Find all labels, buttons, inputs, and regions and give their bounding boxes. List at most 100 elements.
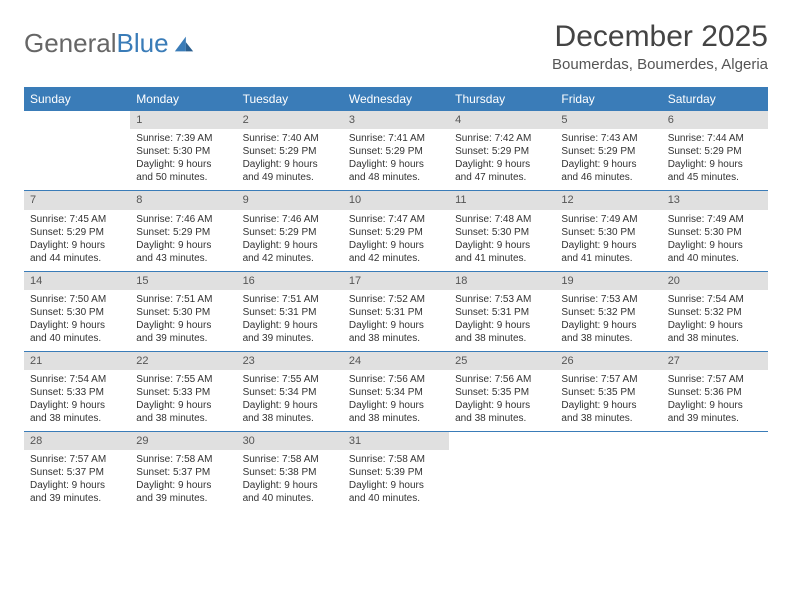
sunset-line: Sunset: 5:29 PM (30, 226, 124, 239)
daylight-line: Daylight: 9 hours and 40 minutes. (349, 479, 443, 505)
day-details: Sunrise: 7:53 AMSunset: 5:32 PMDaylight:… (555, 290, 661, 351)
day-number: 10 (343, 191, 449, 209)
day-details: Sunrise: 7:57 AMSunset: 5:36 PMDaylight:… (662, 370, 768, 431)
day-number: 27 (662, 352, 768, 370)
sunset-line: Sunset: 5:36 PM (668, 386, 762, 399)
day-cell: 8Sunrise: 7:46 AMSunset: 5:29 PMDaylight… (130, 191, 236, 270)
calendar-table: SundayMondayTuesdayWednesdayThursdayFrid… (24, 87, 768, 511)
day-details: Sunrise: 7:51 AMSunset: 5:30 PMDaylight:… (130, 290, 236, 351)
day-cell: 25Sunrise: 7:56 AMSunset: 5:35 PMDayligh… (449, 352, 555, 431)
daylight-line: Daylight: 9 hours and 38 minutes. (455, 319, 549, 345)
day-cell: 11Sunrise: 7:48 AMSunset: 5:30 PMDayligh… (449, 191, 555, 270)
day-details: Sunrise: 7:49 AMSunset: 5:30 PMDaylight:… (662, 210, 768, 271)
day-cell: 18Sunrise: 7:53 AMSunset: 5:31 PMDayligh… (449, 272, 555, 351)
week-row: 1Sunrise: 7:39 AMSunset: 5:30 PMDaylight… (24, 110, 768, 190)
day-cell: 9Sunrise: 7:46 AMSunset: 5:29 PMDaylight… (237, 191, 343, 270)
day-number: 11 (449, 191, 555, 209)
daylight-line: Daylight: 9 hours and 38 minutes. (349, 399, 443, 425)
sunrise-line: Sunrise: 7:43 AM (561, 132, 655, 145)
day-cell: 12Sunrise: 7:49 AMSunset: 5:30 PMDayligh… (555, 191, 661, 270)
sunrise-line: Sunrise: 7:52 AM (349, 293, 443, 306)
day-cell: 17Sunrise: 7:52 AMSunset: 5:31 PMDayligh… (343, 272, 449, 351)
day-cell: 15Sunrise: 7:51 AMSunset: 5:30 PMDayligh… (130, 272, 236, 351)
sunrise-line: Sunrise: 7:51 AM (243, 293, 337, 306)
daylight-line: Daylight: 9 hours and 42 minutes. (349, 239, 443, 265)
sunset-line: Sunset: 5:30 PM (561, 226, 655, 239)
day-cell: 6Sunrise: 7:44 AMSunset: 5:29 PMDaylight… (662, 111, 768, 190)
day-cell: 22Sunrise: 7:55 AMSunset: 5:33 PMDayligh… (130, 352, 236, 431)
daylight-line: Daylight: 9 hours and 47 minutes. (455, 158, 549, 184)
daylight-line: Daylight: 9 hours and 45 minutes. (668, 158, 762, 184)
day-cell: 5Sunrise: 7:43 AMSunset: 5:29 PMDaylight… (555, 111, 661, 190)
sunrise-line: Sunrise: 7:48 AM (455, 213, 549, 226)
daylight-line: Daylight: 9 hours and 38 minutes. (455, 399, 549, 425)
day-number: 26 (555, 352, 661, 370)
daylight-line: Daylight: 9 hours and 39 minutes. (668, 399, 762, 425)
day-details: Sunrise: 7:56 AMSunset: 5:35 PMDaylight:… (449, 370, 555, 431)
sunrise-line: Sunrise: 7:58 AM (136, 453, 230, 466)
day-cell (449, 432, 555, 511)
sunrise-line: Sunrise: 7:51 AM (136, 293, 230, 306)
day-number: 9 (237, 191, 343, 209)
sunrise-line: Sunrise: 7:55 AM (243, 373, 337, 386)
sunrise-line: Sunrise: 7:46 AM (136, 213, 230, 226)
daylight-line: Daylight: 9 hours and 39 minutes. (243, 319, 337, 345)
day-details: Sunrise: 7:40 AMSunset: 5:29 PMDaylight:… (237, 129, 343, 190)
daylight-line: Daylight: 9 hours and 38 minutes. (668, 319, 762, 345)
sunset-line: Sunset: 5:31 PM (455, 306, 549, 319)
day-number: 12 (555, 191, 661, 209)
daylight-line: Daylight: 9 hours and 38 minutes. (243, 399, 337, 425)
sunset-line: Sunset: 5:31 PM (349, 306, 443, 319)
week-row: 7Sunrise: 7:45 AMSunset: 5:29 PMDaylight… (24, 190, 768, 270)
sunrise-line: Sunrise: 7:57 AM (561, 373, 655, 386)
day-cell: 27Sunrise: 7:57 AMSunset: 5:36 PMDayligh… (662, 352, 768, 431)
daylight-line: Daylight: 9 hours and 38 minutes. (561, 399, 655, 425)
sunset-line: Sunset: 5:29 PM (561, 145, 655, 158)
sunset-line: Sunset: 5:32 PM (561, 306, 655, 319)
daylight-line: Daylight: 9 hours and 44 minutes. (30, 239, 124, 265)
day-cell: 4Sunrise: 7:42 AMSunset: 5:29 PMDaylight… (449, 111, 555, 190)
sunset-line: Sunset: 5:34 PM (349, 386, 443, 399)
sunrise-line: Sunrise: 7:57 AM (668, 373, 762, 386)
daylight-line: Daylight: 9 hours and 41 minutes. (455, 239, 549, 265)
day-cell: 3Sunrise: 7:41 AMSunset: 5:29 PMDaylight… (343, 111, 449, 190)
day-details: Sunrise: 7:50 AMSunset: 5:30 PMDaylight:… (24, 290, 130, 351)
day-details: Sunrise: 7:49 AMSunset: 5:30 PMDaylight:… (555, 210, 661, 271)
day-number: 23 (237, 352, 343, 370)
day-details: Sunrise: 7:53 AMSunset: 5:31 PMDaylight:… (449, 290, 555, 351)
sunrise-line: Sunrise: 7:44 AM (668, 132, 762, 145)
sunset-line: Sunset: 5:29 PM (243, 226, 337, 239)
weekday-header: Wednesday (343, 88, 449, 110)
sunrise-line: Sunrise: 7:53 AM (561, 293, 655, 306)
sunset-line: Sunset: 5:34 PM (243, 386, 337, 399)
day-details: Sunrise: 7:39 AMSunset: 5:30 PMDaylight:… (130, 129, 236, 190)
day-cell: 2Sunrise: 7:40 AMSunset: 5:29 PMDaylight… (237, 111, 343, 190)
page-title: December 2025 (552, 20, 768, 54)
daylight-line: Daylight: 9 hours and 40 minutes. (243, 479, 337, 505)
daylight-line: Daylight: 9 hours and 40 minutes. (668, 239, 762, 265)
day-cell: 19Sunrise: 7:53 AMSunset: 5:32 PMDayligh… (555, 272, 661, 351)
sunrise-line: Sunrise: 7:57 AM (30, 453, 124, 466)
day-details: Sunrise: 7:55 AMSunset: 5:34 PMDaylight:… (237, 370, 343, 431)
daylight-line: Daylight: 9 hours and 42 minutes. (243, 239, 337, 265)
day-cell: 26Sunrise: 7:57 AMSunset: 5:35 PMDayligh… (555, 352, 661, 431)
sunset-line: Sunset: 5:35 PM (455, 386, 549, 399)
day-number: 3 (343, 111, 449, 129)
day-details: Sunrise: 7:55 AMSunset: 5:33 PMDaylight:… (130, 370, 236, 431)
week-row: 28Sunrise: 7:57 AMSunset: 5:37 PMDayligh… (24, 431, 768, 511)
sunrise-line: Sunrise: 7:42 AM (455, 132, 549, 145)
day-details: Sunrise: 7:47 AMSunset: 5:29 PMDaylight:… (343, 210, 449, 271)
brand-logo: GeneralBlue (24, 20, 195, 59)
day-number: 14 (24, 272, 130, 290)
day-cell: 7Sunrise: 7:45 AMSunset: 5:29 PMDaylight… (24, 191, 130, 270)
day-number: 15 (130, 272, 236, 290)
day-number: 22 (130, 352, 236, 370)
day-details: Sunrise: 7:45 AMSunset: 5:29 PMDaylight:… (24, 210, 130, 271)
day-number: 18 (449, 272, 555, 290)
day-number: 8 (130, 191, 236, 209)
day-number: 4 (449, 111, 555, 129)
sunrise-line: Sunrise: 7:54 AM (668, 293, 762, 306)
day-number: 13 (662, 191, 768, 209)
day-details: Sunrise: 7:41 AMSunset: 5:29 PMDaylight:… (343, 129, 449, 190)
brand-part2: Blue (117, 28, 169, 59)
